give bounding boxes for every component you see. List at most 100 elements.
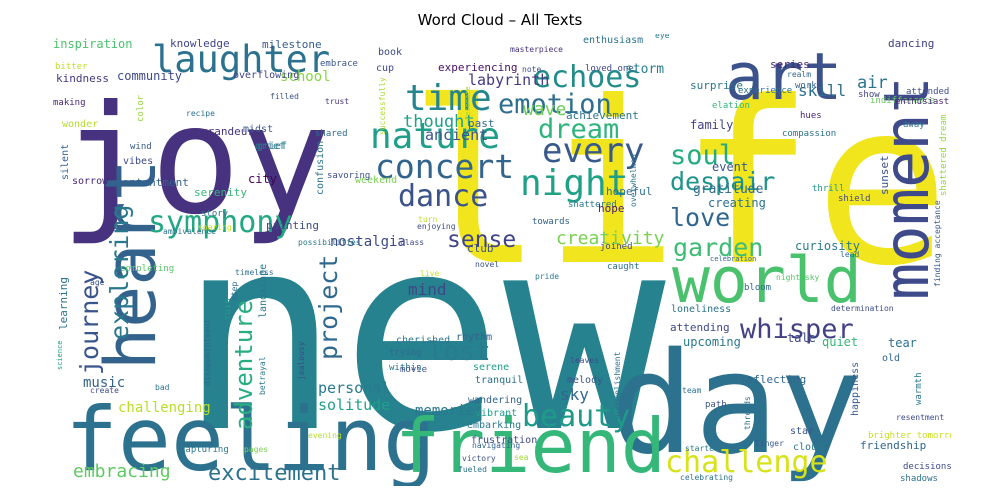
- word-science: science: [56, 340, 64, 370]
- word-love: love: [670, 203, 730, 232]
- word-class: class: [400, 238, 424, 247]
- word-create: create: [90, 386, 119, 395]
- word-serene: serene: [473, 362, 509, 373]
- word-time: time: [405, 78, 492, 119]
- word-shadows: shadows: [900, 474, 938, 484]
- word-savoring: savoring: [327, 171, 370, 181]
- word-step: step: [230, 282, 239, 301]
- word-lead: lead: [840, 250, 859, 259]
- word-garden: garden: [673, 233, 763, 262]
- word-grief: grief: [255, 141, 285, 152]
- word-betrayal: betrayal: [258, 356, 267, 395]
- word-journey: journey: [75, 270, 104, 375]
- word-friend: friend: [395, 402, 666, 486]
- word-wandering: wandering: [468, 395, 522, 406]
- word-bitter: bitter: [55, 62, 88, 72]
- word-gratitude: gratitude: [693, 182, 764, 197]
- word-skill: skill: [798, 81, 846, 100]
- word-thought: thought: [403, 112, 475, 132]
- word-painting: painting: [266, 219, 319, 232]
- word-recipe: recipe: [186, 109, 215, 118]
- word-dancing: dancing: [888, 37, 934, 50]
- word-shared: shared: [315, 129, 348, 139]
- word-victory: victory: [462, 454, 496, 463]
- word-beauty: beauty: [522, 399, 630, 434]
- word-timeless: timeless: [235, 268, 274, 277]
- word-turn: turn: [418, 215, 437, 224]
- word-exploring: exploring: [105, 205, 134, 340]
- word-brighter-tomorrow: brighter tomorrow: [868, 431, 951, 441]
- word-whisper: whisper: [740, 314, 854, 345]
- word-realm: realm: [787, 70, 811, 79]
- word-star: star: [790, 426, 814, 437]
- word-project: project: [314, 255, 343, 360]
- word-work: work: [795, 81, 817, 91]
- word-within: within: [389, 363, 422, 373]
- word-day: day: [610, 323, 863, 486]
- word-live: live: [420, 269, 439, 278]
- word-hues: hues: [800, 111, 822, 121]
- word-sunset: sunset: [878, 155, 891, 195]
- word-kindness: kindness: [56, 72, 109, 85]
- word-accomplishment: accomplishment: [613, 351, 622, 419]
- word-nostalgia: nostalgia: [330, 234, 406, 250]
- word-confusion: confusion: [315, 141, 326, 195]
- word-book: book: [378, 47, 402, 58]
- word-bad: bad: [155, 383, 170, 392]
- word-sea: sea: [514, 453, 529, 462]
- word-warmth: warmth: [914, 372, 924, 405]
- word-trust: trust: [325, 97, 349, 106]
- word-happiness: happiness: [850, 362, 861, 416]
- word-emotion: emotion: [498, 89, 612, 120]
- word-dance: dance: [398, 179, 488, 214]
- word-embracing: embracing: [73, 461, 171, 482]
- word-milestone: milestone: [262, 38, 322, 51]
- word-loneliness: loneliness: [671, 304, 731, 315]
- word-world: world: [672, 244, 862, 317]
- word-friendship: friendship: [860, 439, 926, 452]
- word-every: every: [542, 131, 644, 171]
- word-grandeur: grandeur: [201, 125, 254, 138]
- word-show: show: [858, 90, 880, 100]
- word-learning: learning: [57, 277, 70, 330]
- word-completing: completing: [120, 264, 174, 274]
- word-linger: linger: [755, 439, 784, 448]
- word-ruin: ruin: [223, 298, 233, 320]
- word-joy: joy: [60, 74, 331, 248]
- word-labyrinth: labyrinth: [468, 71, 549, 89]
- word-concert: concert: [375, 147, 514, 186]
- word-shield: shield: [838, 194, 871, 204]
- word-threads: threads: [743, 396, 752, 430]
- word-hopeful: hopeful: [606, 185, 652, 198]
- word-tale: tale: [787, 331, 816, 345]
- word-memories: memories: [415, 403, 482, 419]
- word-path: path: [705, 400, 727, 410]
- word-celebration: celebration: [710, 255, 756, 263]
- word-ambivalence: ambivalence: [163, 227, 216, 236]
- word-feeling: feeling: [65, 388, 436, 486]
- word-ancient: ancient: [425, 126, 488, 144]
- word-enjoying: enjoying: [417, 222, 456, 231]
- word-resentment: resentment: [896, 413, 944, 422]
- word-school: school: [280, 69, 331, 85]
- word-embarking: embarking: [467, 420, 521, 431]
- word-determination: determination: [831, 304, 894, 313]
- word-pride: pride: [535, 272, 559, 281]
- word-cloud-area: new life joy day feeling friend heart world art m…: [48, 34, 951, 486]
- word-achievement: achievement: [566, 109, 639, 122]
- word-team: team: [682, 386, 701, 395]
- word-story: story: [201, 209, 229, 219]
- word-masterpiece: masterpiece: [510, 45, 563, 54]
- word-started: started: [685, 444, 719, 453]
- word-frustration: frustration: [471, 435, 537, 446]
- word-art: art: [725, 40, 842, 115]
- word-midst: midst: [243, 124, 273, 135]
- word-series: series: [770, 58, 810, 71]
- word-movie: movie: [400, 365, 427, 375]
- word-eye: eye: [655, 34, 670, 40]
- word-shattered: shattered: [568, 200, 617, 210]
- word-vibrant: vibrant: [475, 408, 517, 419]
- word-silent: silent: [60, 144, 71, 180]
- word-laughter: laughter: [152, 38, 330, 81]
- word-novel: novel: [475, 260, 499, 269]
